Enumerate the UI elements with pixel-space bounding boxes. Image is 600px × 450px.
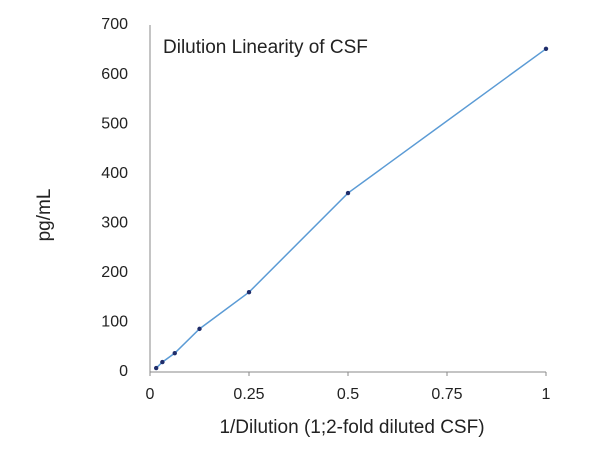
y-tick-label: 0: [119, 363, 128, 380]
y-tick-label: 700: [101, 16, 128, 33]
data-point: [345, 190, 351, 196]
data-point: [197, 326, 202, 332]
chart-title: Dilution Linearity of CSF: [163, 37, 368, 58]
data-point: [160, 359, 165, 365]
y-tick-label: 300: [101, 215, 128, 232]
data-line: [155, 48, 547, 369]
x-tick-label: 0: [146, 386, 155, 403]
data-point: [543, 46, 549, 51]
y-tick-label: 500: [101, 115, 128, 132]
x-tick-label: 1: [542, 386, 551, 403]
x-axis-title: 1/Dilution (1;2-fold diluted CSF): [219, 417, 484, 438]
data-point: [172, 350, 177, 356]
x-tick-label: 0.25: [233, 386, 264, 403]
y-tick-label: 200: [101, 264, 128, 281]
data-point: [153, 365, 159, 371]
y-tick-label: 600: [101, 66, 128, 83]
y-tick-label: 100: [101, 314, 128, 331]
data-point: [246, 289, 252, 295]
x-tick-label: 0.75: [431, 386, 462, 403]
y-axis-title: pg/mL: [34, 189, 55, 242]
y-tick-label: 400: [101, 165, 128, 182]
x-tick-label: 0.5: [337, 386, 359, 403]
